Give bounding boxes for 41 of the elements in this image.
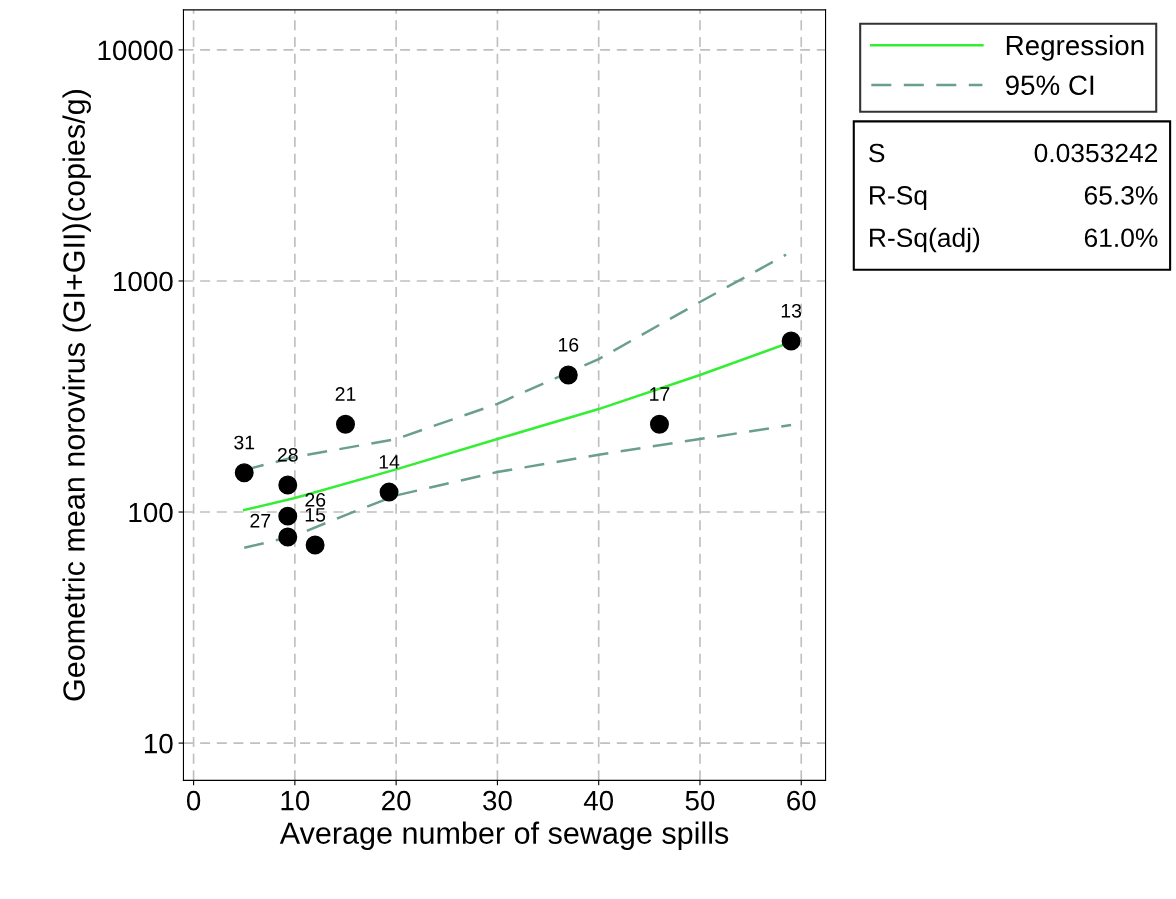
text: 65.3% <box>1084 186 1158 205</box>
annotation: 13 <box>781 303 802 318</box>
legend-label: 95% CI <box>1005 75 1094 96</box>
point <box>278 506 298 526</box>
y-tick-label: 1000 <box>114 271 173 292</box>
annotation: 27 <box>250 513 271 528</box>
y-axis-title: Geometric mean norovirus (GI+GII)(copies/g) <box>62 90 91 701</box>
x-tick-label: 10 <box>281 790 310 811</box>
point <box>379 482 399 502</box>
annotation: 17 <box>650 387 670 401</box>
annotation: 28 <box>277 447 298 462</box>
x-tick-label: 20 <box>382 790 411 811</box>
y-tick-label: 10 <box>144 733 173 754</box>
point <box>336 414 355 434</box>
text: R-Sq(adj) <box>870 227 980 253</box>
text: R-Sq <box>870 186 927 210</box>
y-tick-label: 100 <box>129 502 173 523</box>
annotation: 21 <box>335 387 356 401</box>
text: 61.0% <box>1084 228 1158 248</box>
legend-label: Regression <box>1006 34 1144 61</box>
x-tick-label: 60 <box>787 790 816 811</box>
point <box>278 475 298 495</box>
x-axis-title: Average number of sewage spills <box>279 821 729 850</box>
point <box>234 463 254 483</box>
annotation: 31 <box>234 435 255 450</box>
annotation: 16 <box>558 337 579 352</box>
point <box>305 535 325 555</box>
x-tick-label: 30 <box>483 790 512 811</box>
point <box>781 331 801 351</box>
x-tick-label: 40 <box>583 790 614 811</box>
text: 0.0353242 <box>1034 143 1158 163</box>
text: S <box>869 143 885 163</box>
annotation: 26 <box>305 492 326 507</box>
annotation: 15 <box>305 508 326 522</box>
x-tick-label: 0 <box>186 790 201 811</box>
point <box>649 414 669 434</box>
x-tick-label: 50 <box>685 790 715 811</box>
point <box>278 527 298 547</box>
y-tick-label: 10000 <box>98 40 173 61</box>
point <box>558 365 578 385</box>
annotation: 14 <box>379 455 400 469</box>
